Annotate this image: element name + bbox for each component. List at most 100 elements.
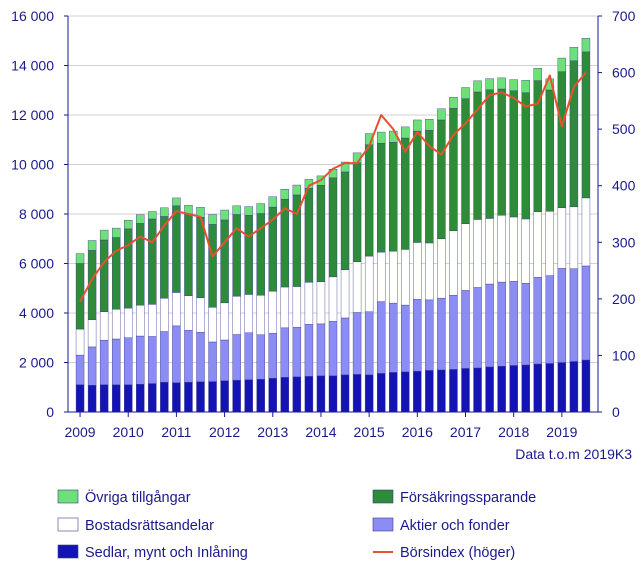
left-tick-label: 12 000: [11, 107, 54, 123]
bar-segment: [557, 207, 567, 269]
x-tick-label: 2018: [498, 424, 529, 440]
bar-segment: [401, 304, 410, 373]
bar-segment: [196, 297, 205, 333]
bar-segment: [111, 237, 121, 310]
legend-label: Bostadsrättsandelar: [85, 518, 214, 534]
bar-segment: [557, 362, 567, 413]
x-tick-label: 2009: [64, 424, 95, 440]
legend-swatch: [57, 544, 79, 559]
bar-segment: [413, 299, 422, 372]
bar-segment: [148, 211, 157, 220]
bar-segment: [425, 370, 434, 413]
bar-segment: [473, 219, 482, 288]
bar-segment: [364, 311, 374, 376]
bar-segment: [581, 197, 591, 267]
bar-segment: [220, 209, 229, 221]
bar-segment: [124, 307, 133, 338]
legend-label: Försäkringssparande: [400, 490, 536, 506]
bar-segment: [352, 261, 362, 313]
bar-segment: [160, 382, 169, 413]
bar-segment: [316, 375, 326, 413]
bar-segment: [99, 311, 109, 341]
bar-segment: [473, 80, 482, 93]
bar-segment: [256, 294, 265, 335]
bar-segment: [401, 249, 410, 306]
bar-segment: [473, 367, 482, 413]
bar-segment: [208, 214, 217, 225]
bar-segment: [461, 290, 470, 369]
bar-segment: [268, 291, 277, 334]
bar-segment: [316, 281, 326, 325]
bar-segment: [545, 275, 555, 364]
bar-segment: [581, 359, 591, 413]
bar-segment: [461, 368, 470, 413]
bar-segment: [557, 71, 567, 209]
bar-segment: [533, 277, 542, 365]
bar-segment: [569, 361, 579, 413]
bar-segment: [232, 334, 241, 381]
bar-segment: [244, 206, 253, 216]
right-tick-label: 200: [612, 291, 636, 307]
bar-segment: [184, 330, 193, 383]
bar-segment: [364, 374, 374, 413]
bar-segment: [521, 364, 530, 413]
bar-segment: [136, 304, 145, 337]
bar-segment: [533, 363, 542, 413]
right-tick-label: 300: [612, 234, 636, 250]
bar-segment: [376, 301, 386, 374]
bar-segment: [521, 218, 530, 284]
bar-segment: [389, 372, 398, 413]
bar-segment: [497, 88, 506, 216]
bar-segment: [449, 108, 458, 232]
bar-segment: [425, 242, 434, 301]
bar-segment: [87, 240, 97, 251]
legend: Övriga tillgångar Försäkringssparande Bost…: [57, 488, 536, 561]
left-tick-label: 14 000: [11, 58, 54, 74]
legend-label: Övriga tillgångar: [85, 488, 191, 506]
bar-segment: [292, 327, 302, 378]
bar-segment: [87, 385, 97, 413]
bar-segment: [184, 382, 193, 413]
bar-segment: [569, 46, 579, 61]
bar-segment: [437, 119, 446, 239]
bar-segment: [196, 332, 205, 383]
bar-segment: [87, 346, 97, 386]
bar-segment: [509, 281, 518, 366]
bar-segment: [545, 363, 555, 413]
bar-segment: [352, 312, 362, 375]
left-tick-label: 16 000: [11, 8, 54, 24]
bar-segment: [208, 307, 217, 343]
bar-segment: [292, 184, 302, 196]
bar-segment: [220, 219, 229, 304]
bar-segment: [172, 205, 181, 293]
bar-segment: [304, 376, 314, 413]
bar-segment: [485, 218, 494, 285]
bar-segment: [545, 211, 555, 276]
bar-segment: [75, 354, 85, 385]
bar-segment: [232, 214, 241, 297]
bar-segment: [220, 380, 229, 413]
index-line: [79, 71, 587, 303]
bar-segment: [485, 89, 494, 219]
bar-segment: [545, 89, 555, 212]
bar-segment: [244, 215, 253, 295]
bar-segment: [425, 299, 434, 371]
bar-segment: [509, 365, 518, 413]
bar-segment: [340, 374, 350, 413]
bar-segment: [376, 143, 386, 253]
legend-swatch: [372, 517, 394, 532]
bar-segment: [111, 338, 121, 385]
bar-segment: [99, 229, 109, 241]
x-axis-tick-labels: 2009 2010 2011 2012 2013 2014 2015 2016 2017 2018…: [64, 424, 577, 440]
bar-segment: [148, 304, 157, 337]
bar-segment: [401, 137, 410, 250]
bar-segment: [340, 171, 350, 270]
bar-segment: [304, 188, 314, 283]
bar-segment: [268, 196, 277, 208]
bar-segment: [184, 295, 193, 331]
bar-segment: [521, 92, 530, 220]
bar-segment: [509, 79, 518, 91]
bar-segment: [304, 324, 314, 377]
bar-segment: [256, 203, 265, 214]
